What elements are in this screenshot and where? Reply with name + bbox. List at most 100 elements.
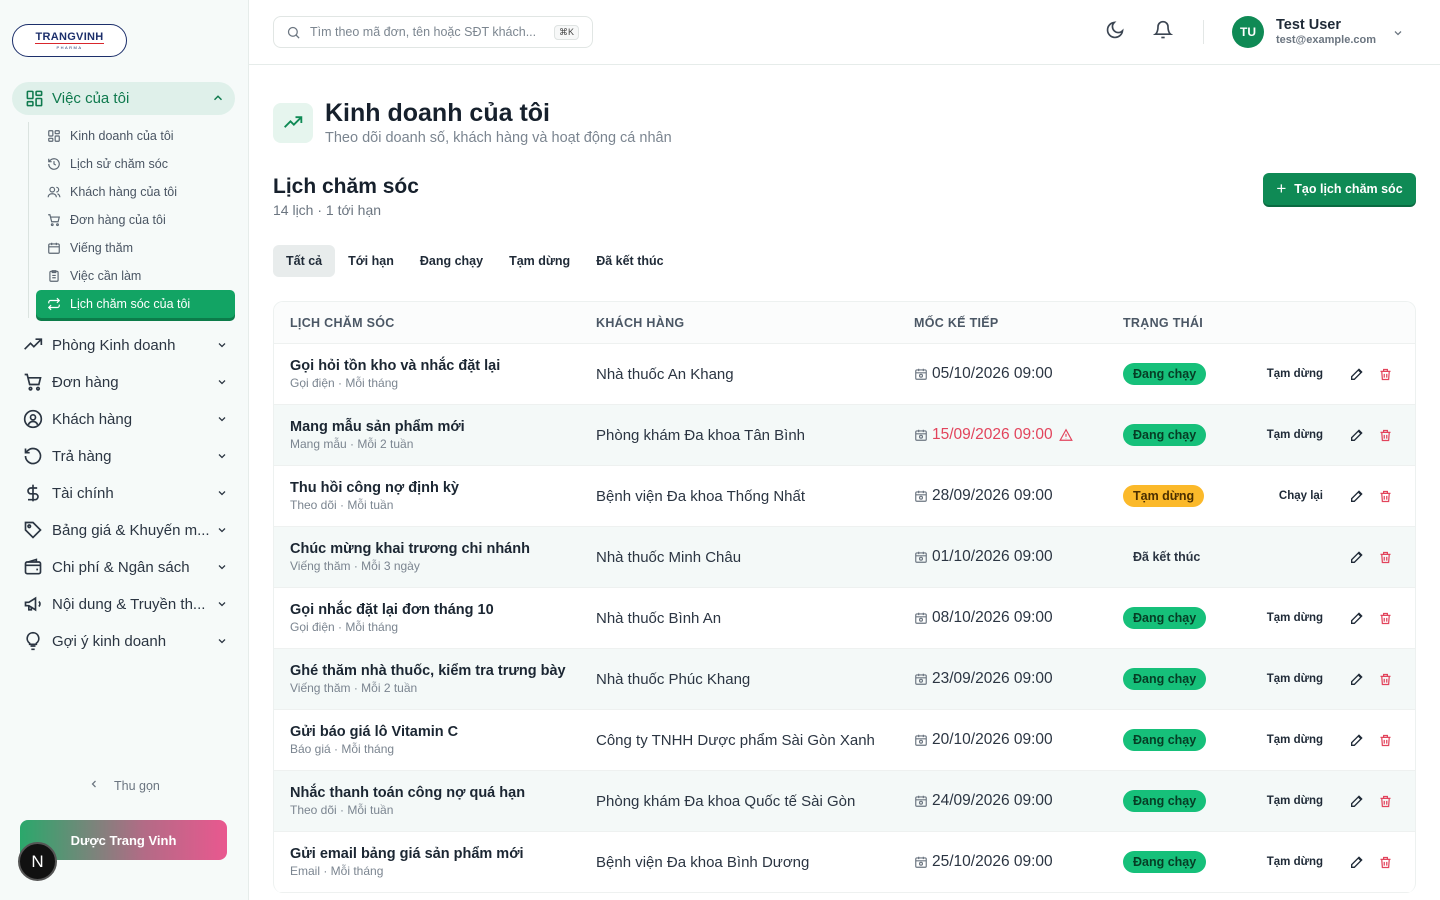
sidebar-item-label: Lịch chăm sóc của tôi <box>70 297 191 311</box>
table-row[interactable]: Chúc mừng khai trương chi nhánh Viếng thă… <box>274 527 1415 588</box>
tab-tam-dung[interactable]: Tạm dừng <box>509 254 571 268</box>
nav-group-don-hang[interactable]: Đơn hàng <box>22 367 235 397</box>
toggle-run-button[interactable]: Tạm dừng <box>1266 429 1323 441</box>
edit-icon[interactable] <box>1347 730 1367 750</box>
schedule-name[interactable]: Chúc mừng khai trương chi nhánh <box>290 541 530 557</box>
table-row[interactable]: Gọi hỏi tồn kho và nhắc đặt lại Gọi điện … <box>274 344 1415 405</box>
undo-icon <box>22 445 44 467</box>
tab-da-ket-thuc[interactable]: Đã kết thúc <box>596 254 664 268</box>
customer-name: Nhà thuốc An Khang <box>596 365 734 383</box>
user-menu-chevron-icon[interactable] <box>1392 26 1404 44</box>
schedule-name[interactable]: Nhắc thanh toán công nợ quá hạn <box>290 785 526 801</box>
warning-icon <box>1058 428 1073 442</box>
brand-logo[interactable]: TRANGVINH PHARMA <box>12 24 127 57</box>
sidebar-item-don-hang-cua-toi[interactable]: Đơn hàng của tôi <box>28 206 235 234</box>
table-row[interactable]: Thu hồi công nợ định kỳ Theo dõi · Mỗi tu… <box>274 466 1415 527</box>
sidebar-item-khach-hang-cua-toi[interactable]: Khách hàng của tôi <box>28 178 235 206</box>
toggle-run-button[interactable]: Tạm dừng <box>1266 795 1323 807</box>
calendar-icon <box>914 611 928 625</box>
nav-group-noi-dung[interactable]: Nội dung & Truyền th... <box>22 589 235 619</box>
nav-group-bang-gia[interactable]: Bảng giá & Khuyến m... <box>22 515 235 545</box>
nav-group-chi-phi[interactable]: Chi phí & Ngân sách <box>22 552 235 582</box>
theme-toggle-button[interactable] <box>1103 20 1127 44</box>
toggle-run-button[interactable]: Tạm dừng <box>1266 612 1323 624</box>
trash-icon[interactable] <box>1375 547 1395 567</box>
search-icon <box>286 25 304 40</box>
toggle-run-button[interactable]: Tạm dừng <box>1266 673 1323 685</box>
status-tabs: Tất cả Tới hạn Đang chạy Tạm dừng Đã kết… <box>273 245 677 277</box>
search-input[interactable]: Tìm theo mã đơn, tên hoặc SĐT khách... ⌘… <box>273 16 593 48</box>
row-actions: Chạy lại <box>1251 486 1415 506</box>
table-row[interactable]: Gửi email bảng giá sản phẩm mới Email · M… <box>274 832 1415 893</box>
bell-icon <box>1152 20 1174 45</box>
search-placeholder: Tìm theo mã đơn, tên hoặc SĐT khách... <box>310 25 537 39</box>
nav-group-khach-hang[interactable]: Khách hàng <box>22 404 235 434</box>
toggle-run-button[interactable]: Tạm dừng <box>1266 368 1323 380</box>
chevron-down-icon <box>215 339 229 351</box>
trash-icon[interactable] <box>1375 486 1395 506</box>
edit-icon[interactable] <box>1347 669 1367 689</box>
table-row[interactable]: Mang mẫu sản phẩm mới Mang mẫu · Mỗi 2 tu… <box>274 405 1415 466</box>
table-row[interactable]: Gửi báo giá lô Vitamin C Báo giá · Mỗi th… <box>274 710 1415 771</box>
toggle-run-button[interactable]: Tạm dừng <box>1266 856 1323 868</box>
next-milestone: 23/09/2026 09:00 <box>914 670 1123 688</box>
create-schedule-button[interactable]: + Tạo lịch chăm sóc <box>1263 173 1416 205</box>
trash-icon[interactable] <box>1375 852 1395 872</box>
table-row[interactable]: Gọi nhắc đặt lại đơn tháng 10 Gọi điện · … <box>274 588 1415 649</box>
tab-tat-ca[interactable]: Tất cả <box>273 245 336 277</box>
sidebar-item-viec-can-lam[interactable]: Việc cần làm <box>28 262 235 290</box>
schedule-name[interactable]: Gọi nhắc đặt lại đơn tháng 10 <box>290 602 494 618</box>
trash-icon[interactable] <box>1375 730 1395 750</box>
toggle-run-button[interactable]: Tạm dừng <box>1266 734 1323 746</box>
nav-group-phong-kinh-doanh[interactable]: Phòng Kinh doanh <box>22 330 235 360</box>
table-header: LỊCH CHĂM SÓC KHÁCH HÀNG MỐC KẾ TIẾP TRẠ… <box>274 302 1415 344</box>
chevron-up-icon <box>211 91 225 110</box>
row-actions: Tạm dừng <box>1251 669 1415 689</box>
toggle-run-button[interactable]: Chạy lại <box>1278 490 1323 502</box>
nav-group-tra-hang[interactable]: Trả hàng <box>22 441 235 471</box>
sidebar: TRANGVINH PHARMA Việc của tôi Kinh doanh… <box>0 0 249 900</box>
notifications-button[interactable] <box>1151 20 1175 44</box>
avatar[interactable]: TU <box>1232 16 1264 48</box>
sidebar-item-lich-su-cham-soc[interactable]: Lịch sử chăm sóc <box>28 150 235 178</box>
edit-icon[interactable] <box>1347 364 1367 384</box>
tab-toi-han[interactable]: Tới hạn <box>348 254 394 268</box>
nav-group-viec-cua-toi[interactable]: Việc của tôi <box>12 82 235 115</box>
schedule-name[interactable]: Gọi hỏi tồn kho và nhắc đặt lại <box>290 358 501 374</box>
topbar: Tìm theo mã đơn, tên hoặc SĐT khách... ⌘… <box>249 0 1440 65</box>
table-row[interactable]: Nhắc thanh toán công nợ quá hạn Theo dõi … <box>274 771 1415 832</box>
sidebar-item-kinh-doanh-cua-toi[interactable]: Kinh doanh của tôi <box>28 122 235 150</box>
status-cell: Đang chạy <box>1123 729 1251 751</box>
collapse-sidebar-button[interactable]: Thu gọn <box>88 778 160 793</box>
edit-icon[interactable] <box>1347 547 1367 567</box>
schedule-name[interactable]: Mang mẫu sản phẩm mới <box>290 419 465 435</box>
trash-icon[interactable] <box>1375 791 1395 811</box>
nav-group-label: Trả hàng <box>52 447 112 465</box>
trash-icon[interactable] <box>1375 608 1395 628</box>
edit-icon[interactable] <box>1347 852 1367 872</box>
schedule-name[interactable]: Thu hồi công nợ định kỳ <box>290 480 459 496</box>
trash-icon[interactable] <box>1375 669 1395 689</box>
sidebar-item-vieng-tham[interactable]: Viếng thăm <box>28 234 235 262</box>
trash-icon[interactable] <box>1375 364 1395 384</box>
table-row[interactable]: Ghé thăm nhà thuốc, kiểm tra trưng bày Vi… <box>274 649 1415 710</box>
next-datetime: 20/10/2026 09:00 <box>932 731 1053 748</box>
tab-dang-chay[interactable]: Đang chạy <box>419 254 484 268</box>
n-badge[interactable]: N <box>18 842 57 881</box>
nav-group-tai-chinh[interactable]: Tài chính <box>22 478 235 508</box>
edit-icon[interactable] <box>1347 791 1367 811</box>
schedule-name[interactable]: Gửi báo giá lô Vitamin C <box>290 724 459 740</box>
schedule-name[interactable]: Ghé thăm nhà thuốc, kiểm tra trưng bày <box>290 663 566 679</box>
trash-icon[interactable] <box>1375 425 1395 445</box>
user-name[interactable]: Test User <box>1276 17 1342 33</box>
chevron-down-icon <box>215 450 229 462</box>
sidebar-item-lich-cham-soc-cua-toi[interactable]: Lịch chăm sóc của tôi <box>36 290 235 318</box>
edit-icon[interactable] <box>1347 486 1367 506</box>
edit-icon[interactable] <box>1347 425 1367 445</box>
megaphone-icon <box>22 593 44 615</box>
nav-group-goi-y-kinh-doanh[interactable]: Gợi ý kinh doanh <box>22 626 235 656</box>
nav-group-label: Chi phí & Ngân sách <box>52 558 190 576</box>
schedule-meta: Viếng thăm · Mỗi 2 tuần <box>290 681 418 695</box>
schedule-name[interactable]: Gửi email bảng giá sản phẩm mới <box>290 846 524 862</box>
edit-icon[interactable] <box>1347 608 1367 628</box>
